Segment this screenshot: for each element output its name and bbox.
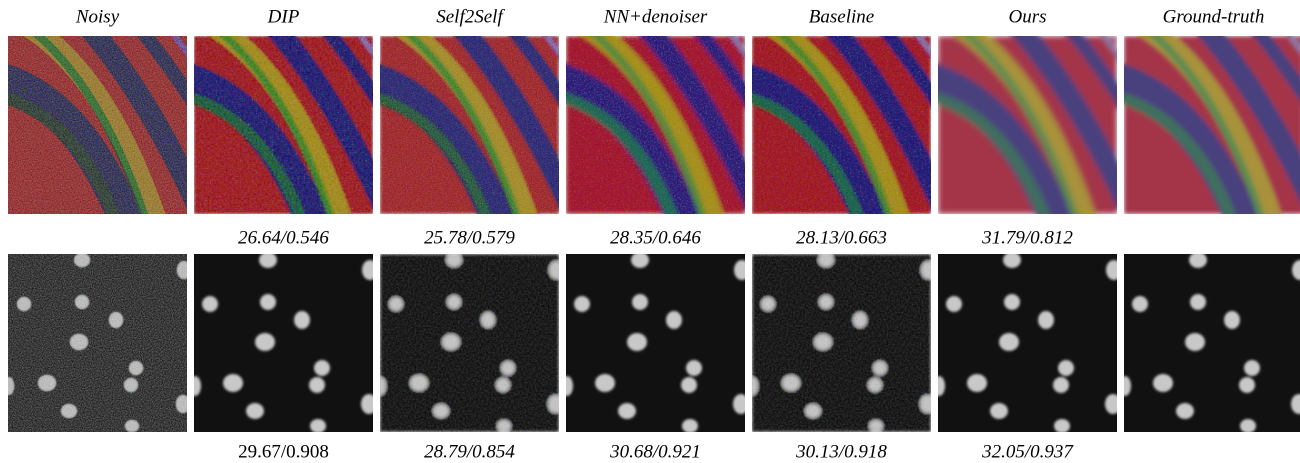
column-label: Noisy [75,6,120,27]
image [3,252,192,433]
image [1119,252,1300,433]
image-content [360,16,580,226]
image [174,16,394,226]
image [360,16,580,226]
metric-label: 25.78/0.579 [424,227,515,248]
metric-label: 31.79/0.812 [981,227,1073,248]
image [732,16,952,226]
column-label: NN+denoiser [603,6,708,27]
image-content [747,252,936,433]
image-content [933,252,1122,433]
metric-label: 30.68/0.921 [609,441,701,462]
figure: Noisy DIP Self2Self NN+denoiser Baseline Ours… [0,0,1300,463]
image [561,252,750,433]
image-content [0,16,208,226]
column-label: DIP [267,6,300,27]
image-content [3,252,192,433]
image [189,252,378,433]
image [375,252,564,433]
metric-label: 26.64/0.546 [238,227,329,248]
image-content [174,16,394,226]
image [0,16,208,226]
image-content [189,252,378,433]
image-content [732,16,952,226]
column-label: Ours [1008,6,1046,27]
metric-label: 30.13/0.918 [795,441,887,462]
metric-label: 28.13/0.663 [796,227,887,248]
metric-label: 28.35/0.646 [610,227,701,248]
column-label: Ground-truth [1163,6,1265,27]
figure-canvas: Noisy DIP Self2Self NN+denoiser Baseline Ours… [0,0,1300,463]
image-content [561,252,750,433]
image-grid: Noisy DIP Self2Self NN+denoiser Baseline Ours… [0,6,1300,462]
image-content [1119,252,1300,433]
image-content [375,252,564,433]
image [747,252,936,433]
image [546,16,766,226]
image-content [918,16,1138,226]
column-label: Self2Self [436,6,505,27]
metric-label: 28.79/0.854 [424,441,515,462]
image-content [546,16,766,226]
image-content [1104,16,1300,226]
column-label: Baseline [809,6,874,27]
image [933,252,1122,433]
metric-label: 29.67/0.908 [238,441,329,462]
metric-label: 32.05/0.937 [981,441,1074,462]
image [918,16,1138,226]
image [1104,16,1300,226]
